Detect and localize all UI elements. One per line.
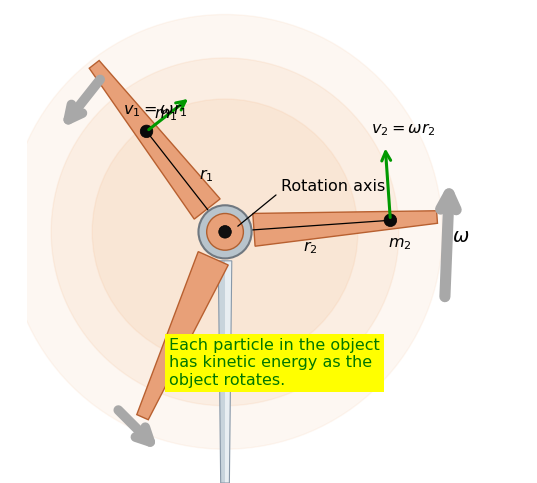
Polygon shape	[218, 261, 225, 483]
Circle shape	[207, 213, 243, 250]
Text: Rotation axis: Rotation axis	[280, 179, 385, 194]
Text: $r_1$: $r_1$	[199, 167, 214, 184]
Text: $v_2 = \omega r_2$: $v_2 = \omega r_2$	[371, 122, 436, 138]
Polygon shape	[89, 60, 220, 219]
Ellipse shape	[51, 58, 399, 406]
Text: $m_1$: $m_1$	[154, 107, 177, 123]
Polygon shape	[137, 252, 228, 420]
Text: $r_2$: $r_2$	[303, 239, 317, 256]
Polygon shape	[225, 261, 232, 483]
Circle shape	[199, 205, 252, 258]
Text: Each particle in the object
has kinetic energy as the
object rotates.: Each particle in the object has kinetic …	[170, 338, 380, 388]
Text: $m_2$: $m_2$	[388, 236, 411, 252]
Text: $\omega$: $\omega$	[452, 227, 469, 245]
Ellipse shape	[92, 99, 358, 365]
Text: $v_1 = \omega r_1$: $v_1 = \omega r_1$	[124, 102, 188, 119]
Ellipse shape	[8, 14, 442, 449]
Circle shape	[219, 226, 231, 238]
Circle shape	[384, 214, 397, 227]
Circle shape	[140, 125, 153, 138]
Polygon shape	[253, 211, 438, 246]
